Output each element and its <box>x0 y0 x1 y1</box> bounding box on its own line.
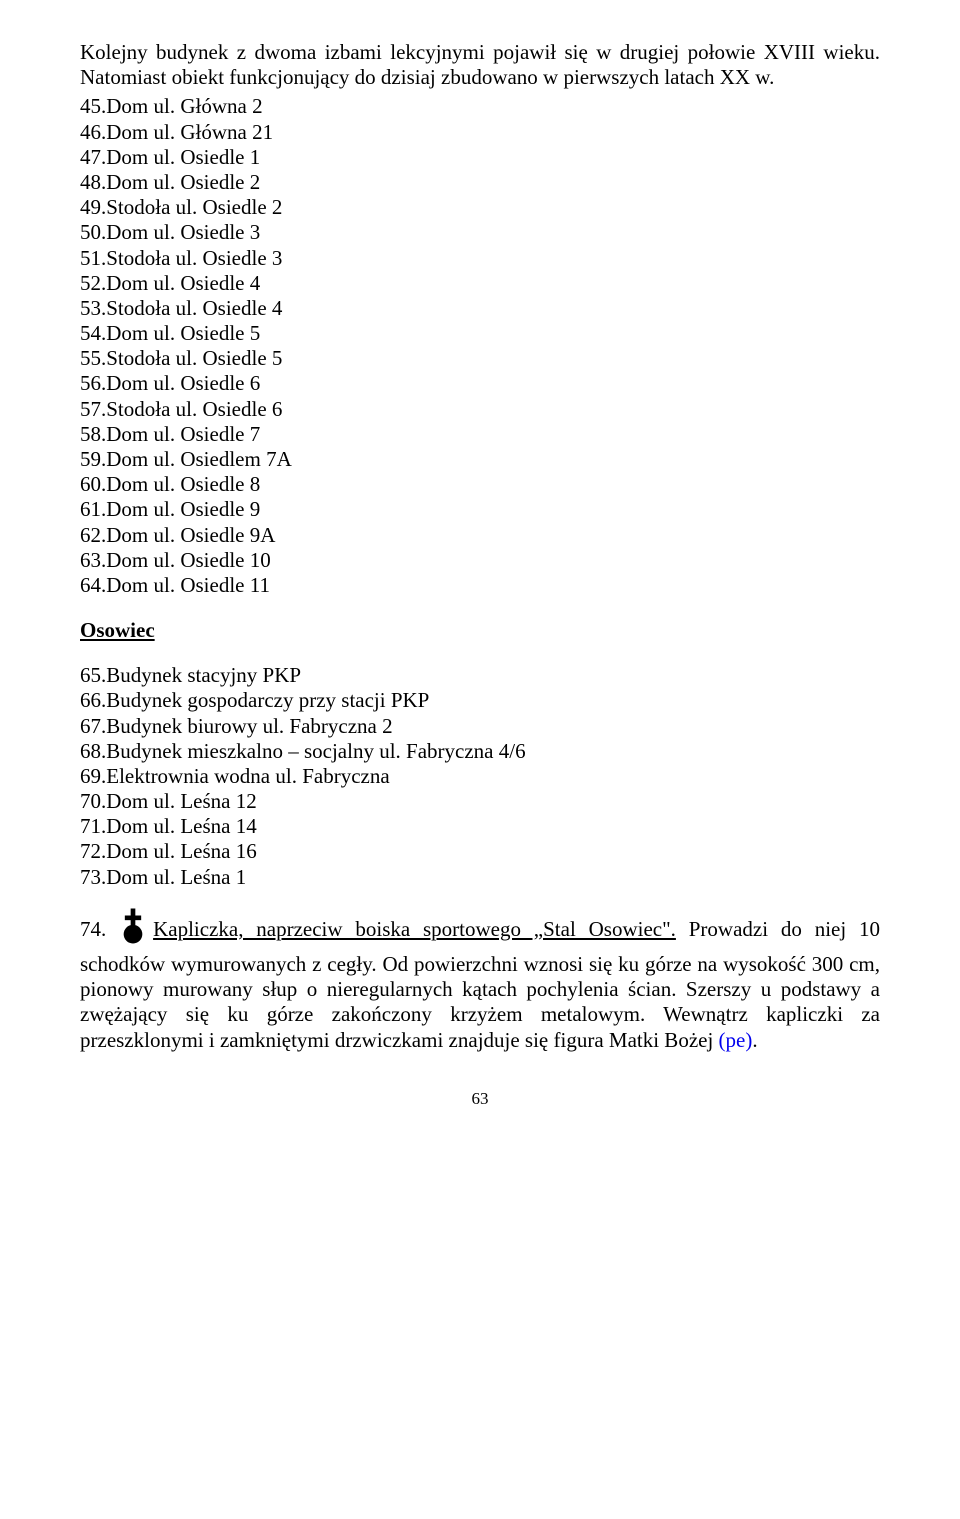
list-item: 62.Dom ul. Osiedle 9A <box>80 523 880 548</box>
list-item: 48.Dom ul. Osiedle 2 <box>80 170 880 195</box>
list-item: 66.Budynek gospodarczy przy stacji PKP <box>80 688 880 713</box>
list-block-2: 65.Budynek stacyjny PKP66.Budynek gospod… <box>80 663 880 890</box>
list-item: 54.Dom ul. Osiedle 5 <box>80 321 880 346</box>
list-item: 70.Dom ul. Leśna 12 <box>80 789 880 814</box>
item-74-link[interactable]: (pe) <box>719 1028 753 1052</box>
list-item: 68.Budynek mieszkalno – socjalny ul. Fab… <box>80 739 880 764</box>
list-item: 61.Dom ul. Osiedle 9 <box>80 497 880 522</box>
list-item: 55.Stodoła ul. Osiedle 5 <box>80 346 880 371</box>
list-item: 47.Dom ul. Osiedle 1 <box>80 145 880 170</box>
list-item: 67.Budynek biurowy ul. Fabryczna 2 <box>80 714 880 739</box>
item-74-tail: . <box>752 1028 757 1052</box>
list-block-1: 45.Dom ul. Główna 246.Dom ul. Główna 214… <box>80 94 880 598</box>
page-number: 63 <box>80 1089 880 1109</box>
chapel-cross-icon <box>119 908 147 950</box>
list-item: 63.Dom ul. Osiedle 10 <box>80 548 880 573</box>
list-item: 64.Dom ul. Osiedle 11 <box>80 573 880 598</box>
item-74-paragraph: 74. Kapliczka, naprzeciw boiska sportowe… <box>80 910 880 1053</box>
item-74-underlined: Kapliczka, naprzeciw boiska sportowego „… <box>153 917 676 941</box>
list-item: 52.Dom ul. Osiedle 4 <box>80 271 880 296</box>
list-item: 51.Stodoła ul. Osiedle 3 <box>80 246 880 271</box>
intro-paragraph: Kolejny budynek z dwoma izbami lekcyjnym… <box>80 40 880 90</box>
list-item: 50.Dom ul. Osiedle 3 <box>80 220 880 245</box>
list-item: 46.Dom ul. Główna 21 <box>80 120 880 145</box>
item-74-number: 74. <box>80 917 106 941</box>
list-item: 65.Budynek stacyjny PKP <box>80 663 880 688</box>
list-item: 60.Dom ul. Osiedle 8 <box>80 472 880 497</box>
list-item: 72.Dom ul. Leśna 16 <box>80 839 880 864</box>
list-item: 73.Dom ul. Leśna 1 <box>80 865 880 890</box>
list-item: 45.Dom ul. Główna 2 <box>80 94 880 119</box>
list-item: 49.Stodoła ul. Osiedle 2 <box>80 195 880 220</box>
section-heading-osowiec: Osowiec <box>80 618 880 643</box>
list-item: 53.Stodoła ul. Osiedle 4 <box>80 296 880 321</box>
list-item: 59.Dom ul. Osiedlem 7A <box>80 447 880 472</box>
list-item: 58.Dom ul. Osiedle 7 <box>80 422 880 447</box>
list-item: 71.Dom ul. Leśna 14 <box>80 814 880 839</box>
document-page: Kolejny budynek z dwoma izbami lekcyjnym… <box>0 0 960 1149</box>
list-item: 69.Elektrownia wodna ul. Fabryczna <box>80 764 880 789</box>
list-item: 57.Stodoła ul. Osiedle 6 <box>80 397 880 422</box>
list-item: 56.Dom ul. Osiedle 6 <box>80 371 880 396</box>
